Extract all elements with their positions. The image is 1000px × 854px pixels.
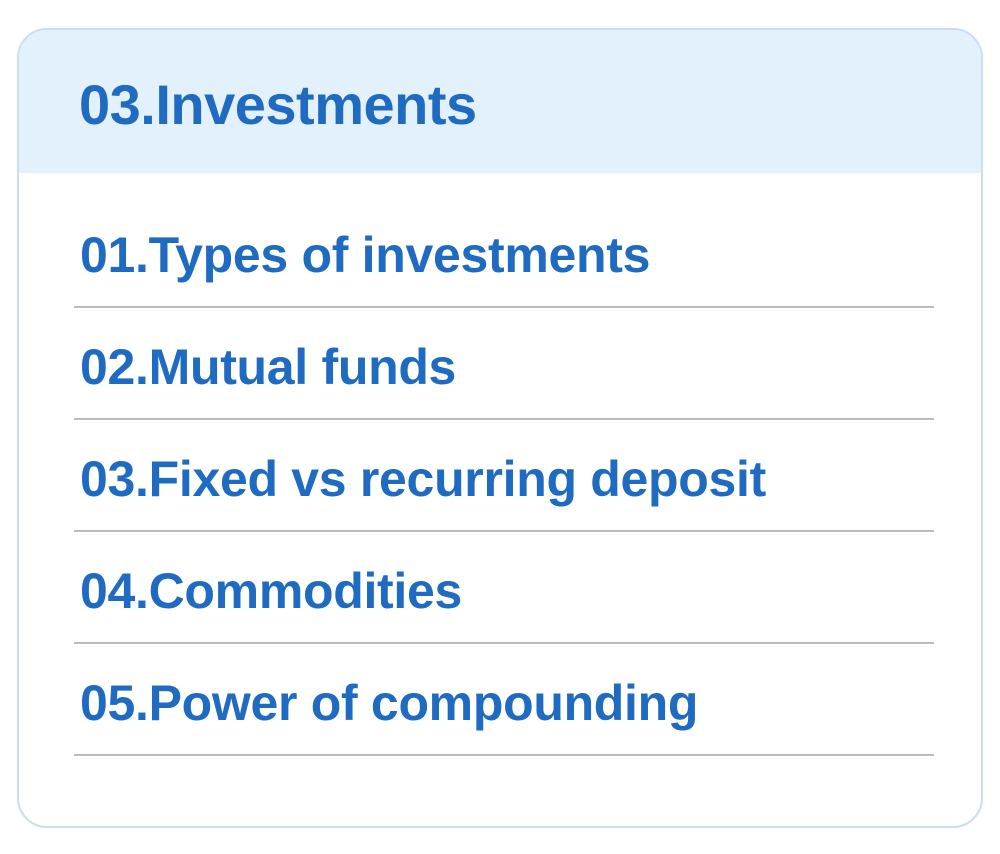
list-item[interactable]: 02.Mutual funds bbox=[74, 308, 934, 420]
list-item[interactable]: 03.Fixed vs recurring deposit bbox=[74, 420, 934, 532]
list-item[interactable]: 05.Power of compounding bbox=[74, 644, 934, 756]
topic-list: 01.Types of investments 02.Mutual funds … bbox=[74, 173, 934, 756]
section-card: 03.Investments 01.Types of investments 0… bbox=[17, 28, 983, 828]
list-item-label: 03.Fixed vs recurring deposit bbox=[80, 451, 766, 507]
list-item-label: 01.Types of investments bbox=[80, 227, 651, 283]
list-item[interactable]: 01.Types of investments bbox=[74, 173, 934, 308]
list-item-label: 05.Power of compounding bbox=[80, 675, 699, 731]
section-title: 03.Investments bbox=[79, 73, 477, 136]
list-item[interactable]: 04.Commodities bbox=[74, 532, 934, 644]
list-item-label: 02.Mutual funds bbox=[80, 339, 457, 395]
section-header: 03.Investments bbox=[19, 30, 981, 173]
list-item-label: 04.Commodities bbox=[80, 563, 463, 619]
